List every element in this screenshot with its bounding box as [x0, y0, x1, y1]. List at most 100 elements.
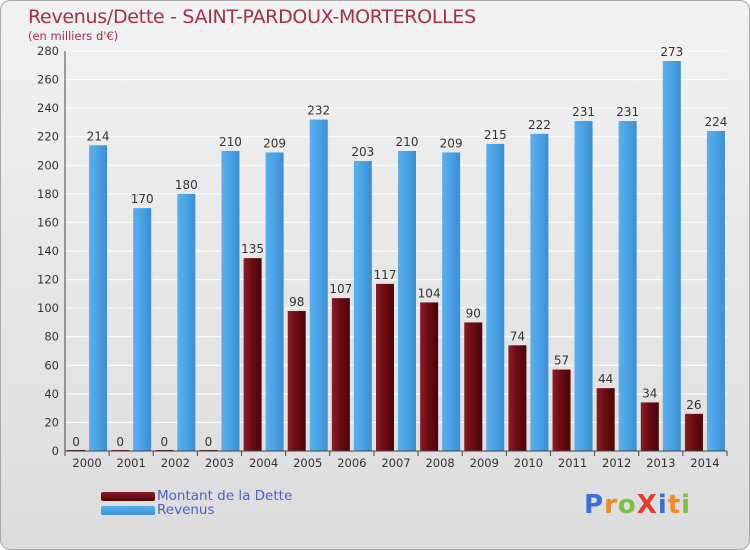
- debt-value-label: 26: [686, 398, 701, 412]
- revenue-value-label: 214: [87, 129, 110, 143]
- revenue-bar: [662, 61, 681, 451]
- proxiti-logo: ProXiti: [584, 490, 691, 520]
- y-tick-label: 180: [37, 187, 59, 201]
- debt-value-label: 44: [598, 372, 613, 386]
- x-tick-label: 2004: [249, 456, 278, 470]
- debt-value-label: 34: [642, 386, 657, 400]
- y-tick-label: 100: [37, 301, 59, 315]
- legend-swatch-revenue: [101, 505, 155, 515]
- revenue-value-label: 273: [660, 45, 683, 59]
- debt-bar: [331, 298, 350, 451]
- revenue-value-label: 209: [263, 136, 286, 150]
- debt-value-label: 0: [72, 435, 80, 449]
- revenue-value-label: 224: [704, 115, 727, 129]
- x-tick-label: 2008: [425, 456, 454, 470]
- x-tick-label: 2012: [602, 456, 631, 470]
- x-tick-label: 2003: [205, 456, 234, 470]
- revenue-bar: [486, 143, 505, 451]
- x-tick-label: 2013: [646, 456, 675, 470]
- logo-letter: o: [617, 490, 637, 520]
- debt-bar: [420, 302, 439, 451]
- chart-title: Revenus/Dette - SAINT-PARDOUX-MORTEROLLE…: [28, 6, 476, 28]
- revenue-bar: [574, 121, 593, 451]
- logo-letter: i: [681, 490, 692, 520]
- debt-value-label: 107: [329, 282, 352, 296]
- y-tick-label: 140: [37, 244, 59, 258]
- revenue-value-label: 215: [484, 128, 507, 142]
- legend-label-revenue: Revenus: [157, 502, 215, 518]
- y-tick-label: 120: [37, 273, 59, 287]
- debt-bar: [376, 283, 394, 451]
- y-tick-label: 160: [37, 215, 59, 229]
- x-tick-label: 2011: [558, 456, 587, 470]
- logo-letter: P: [584, 490, 605, 520]
- revenue-bar: [706, 131, 725, 451]
- y-tick-label: 240: [37, 101, 59, 115]
- x-tick-label: 2014: [690, 456, 719, 470]
- debt-value-label: 0: [116, 435, 124, 449]
- x-tick-label: 2001: [117, 456, 146, 470]
- legend-swatch-debt: [101, 491, 155, 501]
- legend-item-revenue: Revenus: [101, 502, 215, 518]
- revenue-value-label: 231: [616, 105, 639, 119]
- y-tick-label: 200: [37, 158, 59, 172]
- y-tick-label: 20: [44, 415, 59, 429]
- revenue-value-label: 180: [175, 178, 198, 192]
- revenue-value-label: 209: [440, 136, 463, 150]
- revenue-bar: [177, 193, 196, 451]
- debt-value-label: 104: [418, 286, 441, 300]
- revenue-bar: [221, 151, 240, 451]
- x-tick-label: 2007: [381, 456, 410, 470]
- x-tick-label: 2000: [72, 456, 101, 470]
- debt-value-label: 135: [241, 242, 264, 256]
- debt-bar: [552, 369, 571, 451]
- y-tick-label: 280: [37, 44, 59, 58]
- x-tick-label: 2005: [293, 456, 322, 470]
- revenue-value-label: 222: [528, 118, 551, 132]
- legend-label-debt: Montant de la Dette: [157, 488, 293, 504]
- debt-bar: [464, 322, 483, 451]
- legend-item-debt: Montant de la Dette: [101, 488, 292, 504]
- debt-bar: [596, 388, 615, 451]
- revenue-bar: [442, 152, 461, 451]
- debt-value-label: 90: [466, 306, 481, 320]
- revenue-value-label: 232: [307, 104, 330, 118]
- debt-value-label: 0: [205, 435, 213, 449]
- debt-value-label: 74: [510, 329, 525, 343]
- x-tick-label: 2009: [470, 456, 499, 470]
- chart-subtitle: (en milliers d'€): [28, 29, 119, 43]
- x-tick-label: 2006: [337, 456, 366, 470]
- debt-bar: [684, 413, 703, 451]
- debt-value-label: 98: [289, 295, 304, 309]
- revenue-bar: [530, 133, 549, 451]
- revenue-bar: [353, 161, 372, 451]
- y-tick-label: 60: [44, 358, 59, 372]
- logo-letter: t: [667, 490, 682, 520]
- revenue-bar: [309, 119, 328, 452]
- y-tick-label: 0: [52, 444, 59, 458]
- x-tick-label: 2010: [514, 456, 543, 470]
- revenue-bar: [133, 208, 152, 451]
- revenue-value-label: 170: [131, 192, 154, 206]
- logo-letter: i: [657, 490, 668, 520]
- debt-value-label: 117: [374, 268, 397, 282]
- y-tick-label: 40: [44, 387, 59, 401]
- debt-value-label: 57: [554, 354, 569, 368]
- debt-bar: [287, 311, 306, 451]
- y-tick-label: 80: [44, 330, 59, 344]
- logo-letter: X: [636, 490, 658, 520]
- revenue-bar: [89, 145, 108, 452]
- revenue-bar: [618, 121, 637, 451]
- revenue-bar: [265, 152, 284, 451]
- revenue-value-label: 231: [572, 105, 595, 119]
- revenue-value-label: 203: [351, 145, 374, 159]
- debt-bar: [508, 345, 527, 451]
- revenue-value-label: 210: [396, 135, 419, 149]
- revenue-value-label: 210: [219, 135, 242, 149]
- y-tick-label: 220: [37, 130, 59, 144]
- debt-bar: [640, 402, 659, 451]
- y-tick-label: 260: [37, 73, 59, 87]
- x-tick-label: 2002: [161, 456, 190, 470]
